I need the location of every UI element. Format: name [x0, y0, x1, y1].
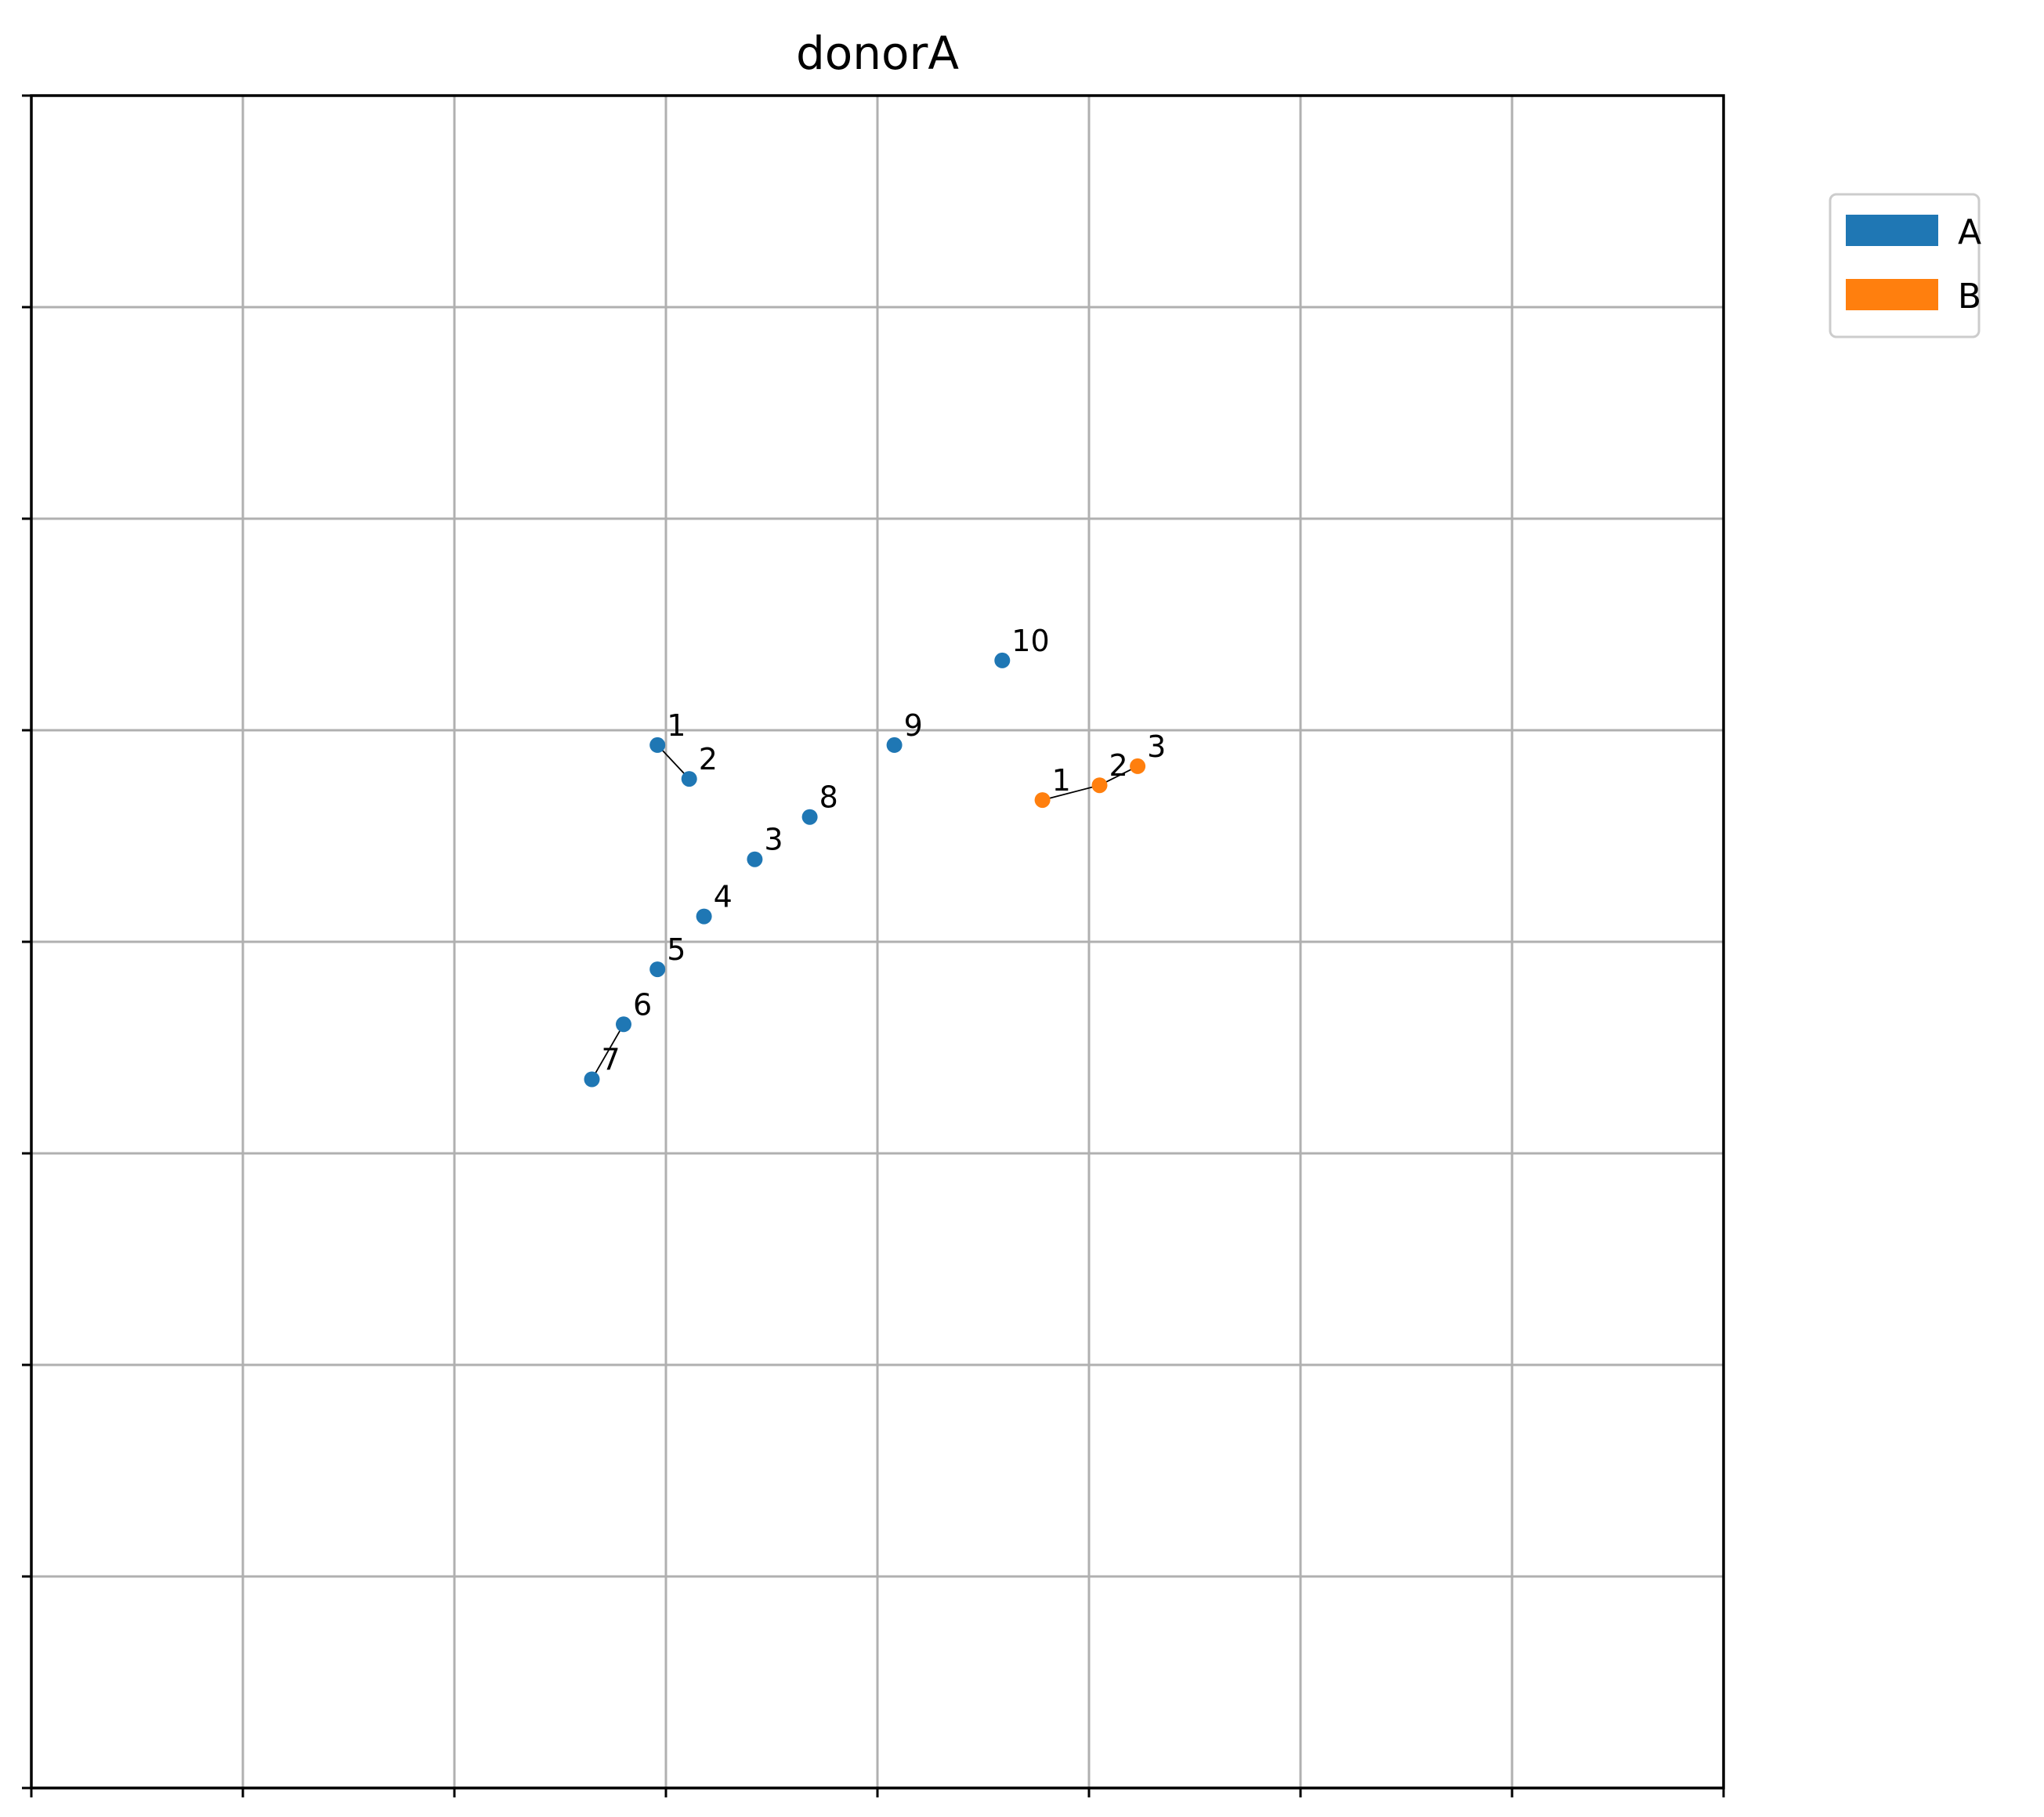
connector-a-6-7 [591, 1023, 624, 1080]
legend-swatch-b [1846, 279, 1938, 310]
point-a-7 [584, 1071, 600, 1088]
point-label-a-3: 3 [764, 823, 783, 857]
point-label-b-2: 2 [1109, 748, 1128, 783]
point-label-a-2: 2 [699, 742, 718, 776]
legend-swatch-a [1846, 215, 1938, 246]
point-label-a-10: 10 [1011, 624, 1049, 658]
point-a-9 [886, 737, 903, 753]
point-b-3 [1130, 758, 1146, 774]
point-a-6 [616, 1016, 631, 1033]
point-label-a-1: 1 [667, 708, 686, 743]
point-label-a-8: 8 [819, 780, 838, 815]
data-points [584, 652, 1146, 1088]
connector-b-1-2 [1042, 784, 1100, 801]
legend-label-a: A [1958, 212, 1981, 252]
point-label-b-1: 1 [1052, 763, 1071, 798]
point-label-a-5: 5 [667, 932, 686, 967]
point-label-b-3: 3 [1147, 729, 1166, 764]
point-a-8 [801, 809, 818, 825]
point-a-10 [994, 652, 1011, 668]
point-a-5 [649, 961, 666, 978]
point-b-2 [1091, 777, 1108, 794]
point-a-2 [681, 771, 697, 787]
axis-ticks [22, 94, 1725, 1797]
grid-lines [31, 96, 1724, 1788]
point-label-a-4: 4 [714, 880, 733, 914]
legend-label-b: B [1958, 277, 1981, 317]
plot-frame [30, 94, 1725, 1790]
point-label-a-9: 9 [904, 708, 923, 743]
point-a-1 [649, 737, 666, 753]
legend: A B [1829, 193, 1981, 338]
point-label-a-7: 7 [602, 1043, 620, 1077]
point-label-a-6: 6 [633, 987, 652, 1022]
chart-title: donorA [796, 27, 959, 80]
point-b-1 [1034, 792, 1051, 809]
point-a-4 [696, 908, 712, 925]
point-a-3 [747, 851, 763, 867]
